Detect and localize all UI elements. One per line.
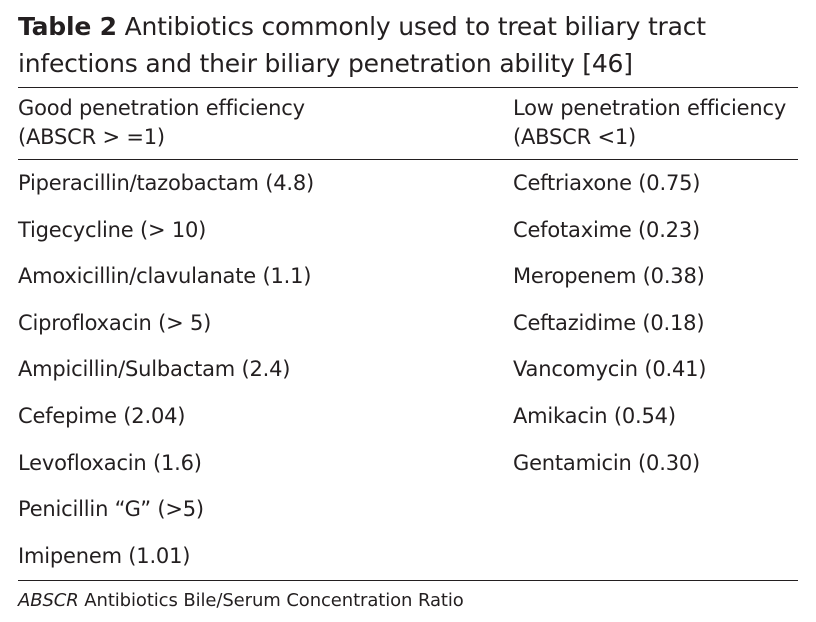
- header-good-penetration-line1: Good penetration efficiency: [18, 96, 305, 120]
- table-caption-text: Antibiotics commonly used to treat bilia…: [18, 12, 706, 78]
- table-footnote: ABSCR Antibiotics Bile/Serum Concentrati…: [18, 588, 464, 614]
- table-row: Tigecycline (> 10) Cefotaxime (0.23): [0, 215, 816, 262]
- low-penetration-cell: Gentamicin (0.30): [513, 450, 701, 475]
- low-penetration-cell: Meropenem (0.38): [513, 264, 705, 289]
- low-penetration-cell: Vancomycin (0.41): [513, 357, 707, 382]
- low-penetration-cell: Ceftriaxone (0.75): [513, 171, 701, 195]
- table-row: Imipenem (1.01): [0, 541, 816, 588]
- header-low-penetration-line1: Low penetration efficiency: [513, 96, 787, 120]
- footnote-definition: Antibiotics Bile/Serum Concentration Rat…: [78, 590, 464, 611]
- table-row: Ciprofloxacin (> 5) Ceftazidime (0.18): [0, 308, 816, 355]
- header-good-penetration-line2: (ABSCR > =1): [18, 125, 165, 149]
- good-penetration-cell: Ciprofloxacin (> 5): [18, 310, 212, 335]
- table-top-rule: [18, 87, 798, 88]
- table-row: Penicillin “G” (>5): [0, 494, 816, 541]
- header-good-penetration: Good penetration efficiency (ABSCR > =1): [18, 94, 305, 152]
- low-penetration-cell: Amikacin (0.54): [513, 404, 676, 428]
- good-penetration-cell: Penicillin “G” (>5): [18, 497, 204, 522]
- good-penetration-cell: Levofloxacin (1.6): [18, 450, 202, 475]
- table-caption: Table 2 Antibiotics commonly used to tre…: [18, 8, 808, 82]
- header-low-penetration-line2: (ABSCR <1): [513, 125, 637, 149]
- good-penetration-cell: Amoxicillin/clavulanate (1.1): [18, 264, 312, 289]
- good-penetration-cell: Tigecycline (> 10): [18, 217, 207, 242]
- table-bottom-rule: [18, 580, 798, 581]
- low-penetration-cell: Ceftazidime (0.18): [513, 310, 705, 335]
- header-low-penetration: Low penetration efficiency (ABSCR <1): [513, 94, 786, 152]
- low-penetration-cell: Cefotaxime (0.23): [513, 217, 700, 242]
- table-row: Ampicillin/Sulbactam (2.4) Vancomycin (0…: [0, 354, 816, 401]
- table-label: Table 2: [18, 12, 117, 41]
- footnote-abbreviation: ABSCR: [18, 590, 79, 611]
- table-header-rule: [18, 159, 798, 160]
- table-row: Cefepime (2.04) Amikacin (0.54): [0, 401, 816, 448]
- table-row: Amoxicillin/clavulanate (1.1) Meropenem …: [0, 261, 816, 308]
- good-penetration-cell: Piperacillin/tazobactam (4.8): [18, 171, 314, 195]
- table-row: Piperacillin/tazobactam (4.8) Ceftriaxon…: [0, 168, 816, 215]
- table-row: Levofloxacin (1.6) Gentamicin (0.30): [0, 448, 816, 495]
- good-penetration-cell: Ampicillin/Sulbactam (2.4): [18, 357, 291, 382]
- good-penetration-cell: Imipenem (1.01): [18, 543, 191, 568]
- good-penetration-cell: Cefepime (2.04): [18, 404, 186, 428]
